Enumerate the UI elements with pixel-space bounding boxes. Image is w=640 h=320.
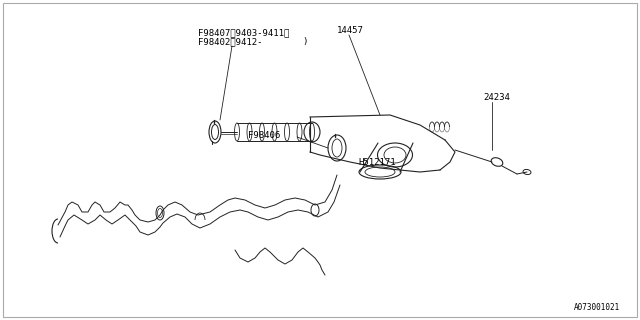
- Text: F98407〈9403-9411〉: F98407〈9403-9411〉: [198, 28, 289, 37]
- Text: H512171: H512171: [358, 158, 396, 167]
- Text: F98406: F98406: [248, 131, 280, 140]
- Text: A073001021: A073001021: [573, 303, 620, 312]
- Text: 24234: 24234: [483, 93, 510, 102]
- Text: F98402〈9412-: F98402〈9412-: [198, 37, 262, 46]
- Text: 14457: 14457: [337, 26, 364, 35]
- Text: ): ): [302, 37, 307, 46]
